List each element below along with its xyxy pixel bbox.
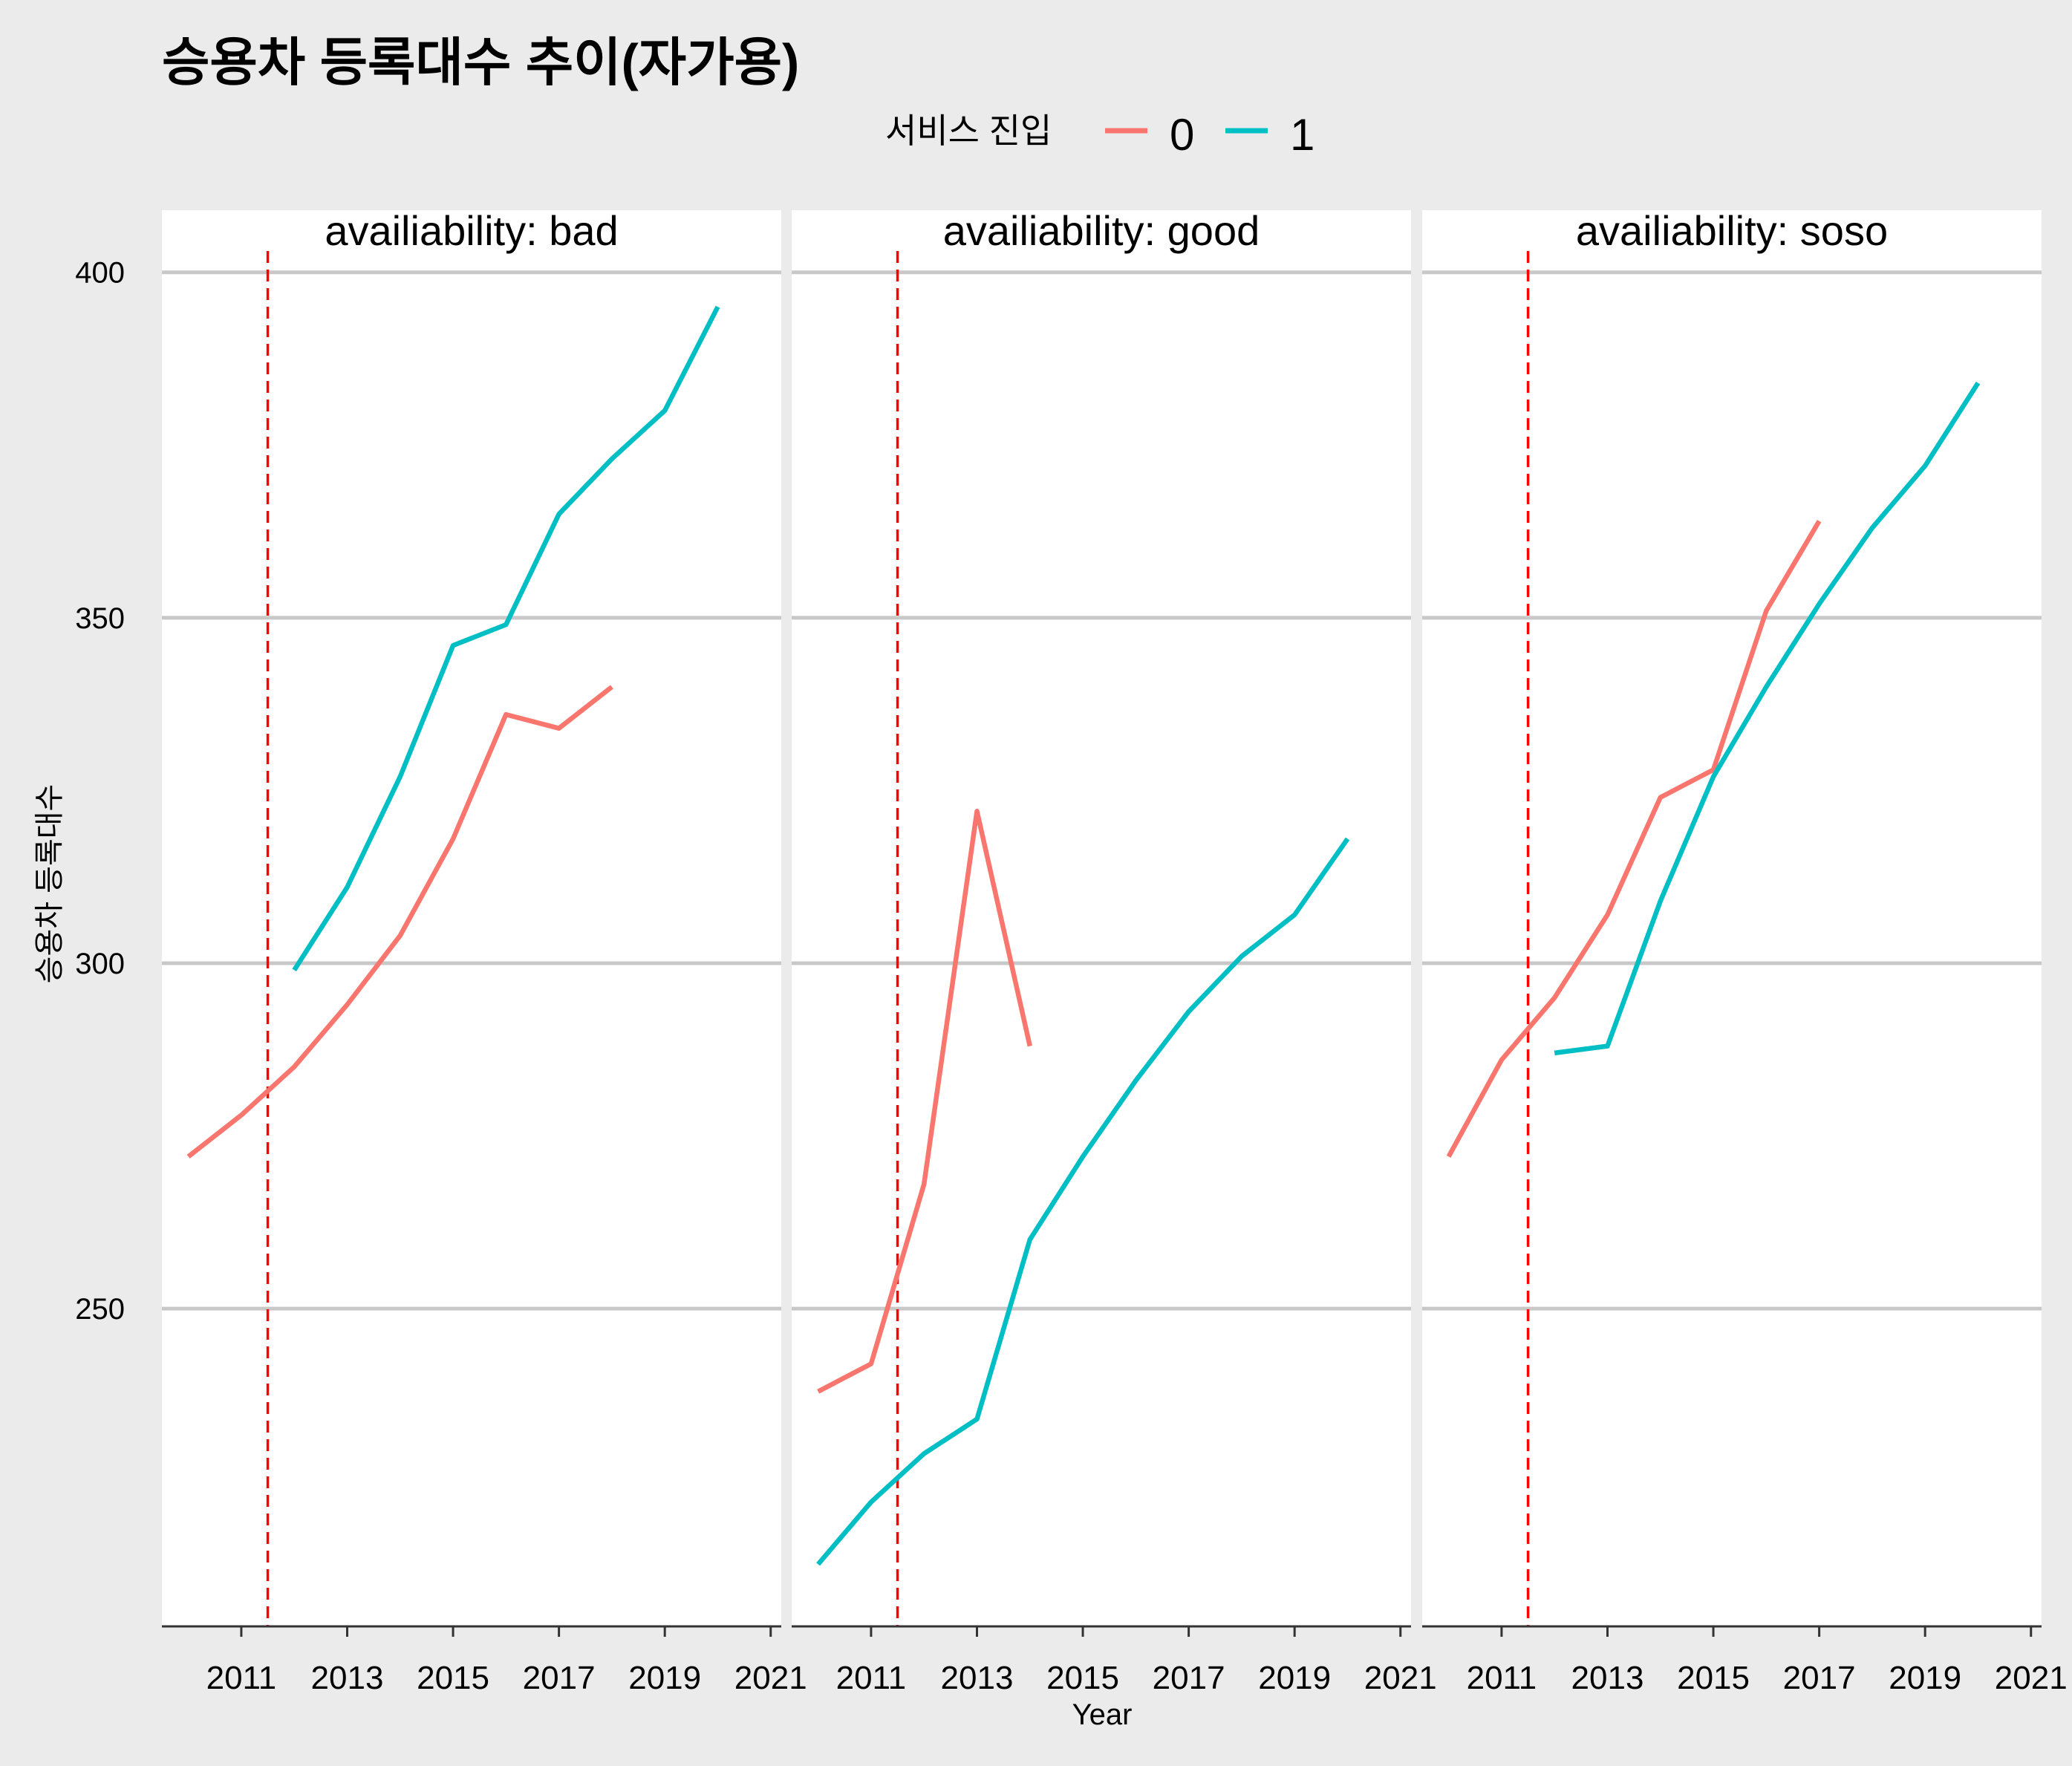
panel-background: [162, 210, 781, 1626]
y-tick-label: 350: [75, 602, 125, 635]
y-tick-label: 400: [75, 257, 125, 290]
x-tick-label: 2017: [523, 1660, 596, 1696]
series-line-1: [1554, 381, 1981, 1056]
x-tick-label: 2019: [1258, 1660, 1331, 1696]
series-line-1: [292, 305, 720, 972]
strip-background: [1422, 210, 2042, 251]
panel-background: [1422, 210, 2042, 1626]
x-tick-label: 2015: [1677, 1660, 1750, 1696]
facet-strip-label: availiability: good: [943, 207, 1260, 254]
x-tick-label: 2015: [1046, 1660, 1119, 1696]
facet-strip-label: availiability: bad: [325, 207, 618, 254]
y-tick-label: 250: [75, 1293, 125, 1326]
x-tick-label: 2021: [734, 1660, 807, 1696]
strip-background: [792, 210, 1411, 251]
plot-area: 250 300 350 400 availiability: bad 2011 2013 20…: [75, 207, 2067, 1696]
chart-title: 승용차 등록대수 추이(자가용): [162, 33, 799, 91]
y-axis-label: 승용차 등록대수: [33, 784, 66, 984]
series-line-1: [816, 837, 1350, 1566]
facet-panel: availiability: soso 2011 2013 2015 2017 2019 2…: [1422, 207, 2068, 1696]
x-tick-label: 2013: [941, 1660, 1014, 1696]
x-tick-label: 2011: [206, 1660, 277, 1696]
x-tick-label: 2011: [836, 1660, 907, 1696]
x-tick-label: 2013: [311, 1660, 384, 1696]
series-line-0: [186, 685, 613, 1159]
x-tick-label: 2019: [628, 1660, 701, 1696]
x-tick-label: 2013: [1571, 1660, 1644, 1696]
series-line-0: [817, 809, 1032, 1394]
facet-strip-label: availiability: soso: [1576, 207, 1888, 254]
x-tick-label: 2011: [1467, 1660, 1537, 1696]
x-tick-label: 2019: [1889, 1660, 1961, 1696]
legend-label-1: 1: [1290, 110, 1314, 160]
x-tick-label: 2017: [1783, 1660, 1856, 1696]
legend-label-0: 0: [1170, 110, 1194, 160]
x-tick-label: 2021: [1364, 1660, 1437, 1696]
x-tick-label: 2021: [1995, 1660, 2068, 1696]
x-tick-label: 2015: [417, 1660, 489, 1696]
facet-panel: availiability: good 2011 2013 2015 2017 2019 2…: [792, 207, 1437, 1696]
legend-title: 서비스 진입: [885, 111, 1052, 150]
y-tick-label: 300: [75, 948, 125, 980]
x-tick-label: 2017: [1153, 1660, 1225, 1696]
panel-background: [792, 210, 1411, 1626]
x-axis-label: Year: [1072, 1698, 1133, 1731]
legend: 서비스 진입 0 1: [885, 110, 1314, 160]
series-line-0: [1446, 519, 1822, 1158]
strip-background: [162, 210, 781, 251]
facet-panel: availiability: bad 2011 2013 2015 2017 2019 20…: [162, 207, 807, 1696]
